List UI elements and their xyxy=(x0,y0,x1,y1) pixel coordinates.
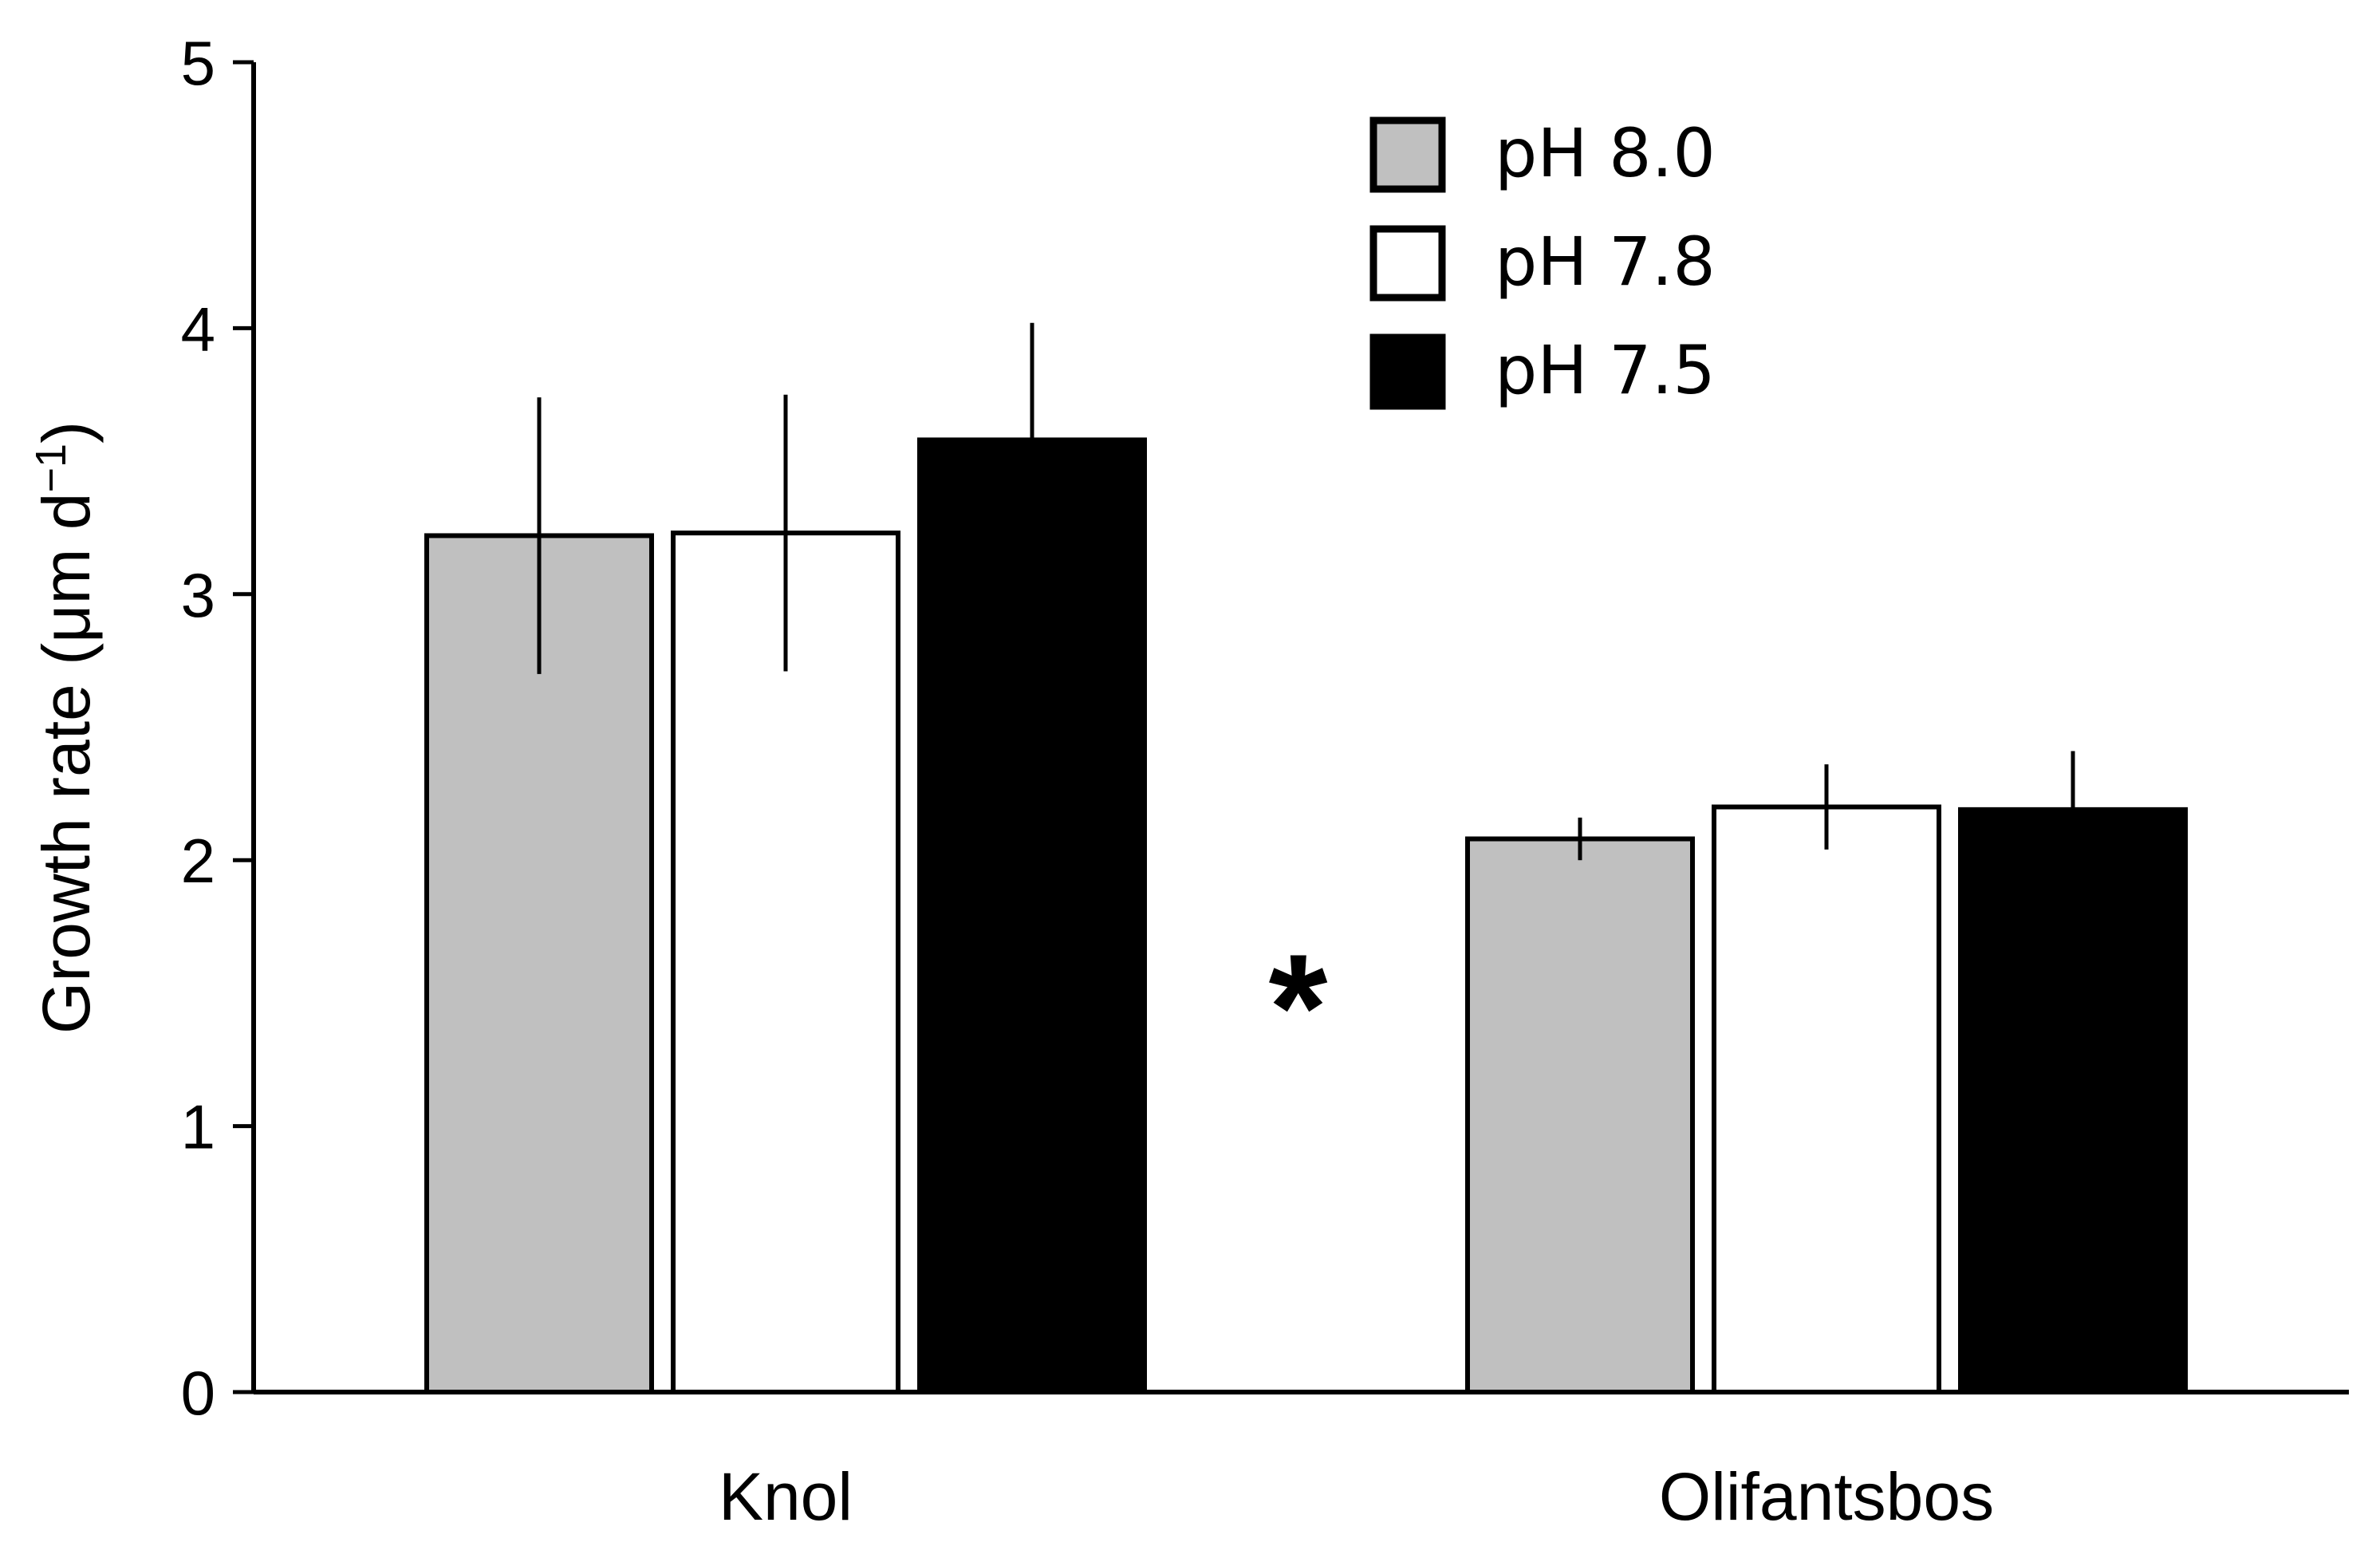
bars xyxy=(424,322,2188,1394)
legend-label-ph-8-0: pH 8.0 xyxy=(1495,114,1716,192)
x-tick-label-knol: Knol xyxy=(719,1459,853,1534)
y-tick-label-1: 1 xyxy=(181,1092,215,1162)
y-tick-label-2: 2 xyxy=(181,826,215,896)
bar-ph-7-8-knol xyxy=(671,531,900,1394)
legend-swatch-ph-8-0 xyxy=(1369,116,1446,193)
y-ticks: 0 1 2 3 4 5 xyxy=(181,28,254,1428)
legend-swatch-ph-7-5 xyxy=(1369,333,1446,410)
legend-swatch-ph-7-8 xyxy=(1369,225,1446,302)
bar-ph-7-8-olifantsbos xyxy=(1712,804,1941,1394)
y-axis-label-main: Growth rate (μm d xyxy=(29,493,104,1035)
annotations: * xyxy=(1269,923,1328,1092)
bar-ph-8-0-knol xyxy=(424,533,654,1394)
y-tick-label-0: 0 xyxy=(181,1358,215,1428)
y-axis-label-superscript: −1 xyxy=(27,444,75,493)
legend: pH 8.0 pH 7.8 pH 7.5 xyxy=(1369,114,1716,410)
y-axis-label-close: ) xyxy=(29,421,104,444)
x-tick-label-olifantsbos: Olifantsbos xyxy=(1659,1459,1994,1534)
bar-ph-7-5-olifantsbos xyxy=(1958,807,2188,1394)
bar-ph-7-5-knol xyxy=(917,437,1147,1394)
y-axis-label: Growth rate (μm d−1) xyxy=(27,421,104,1034)
y-tick-label-4: 4 xyxy=(181,294,215,364)
bar-ph-8-0-olifantsbos xyxy=(1465,836,1695,1394)
significance-asterisk: * xyxy=(1269,923,1328,1092)
y-tick-label-5: 5 xyxy=(181,28,215,98)
x-tick-labels: Knol Olifantsbos xyxy=(719,1459,1994,1534)
y-tick-label-3: 3 xyxy=(181,560,215,630)
legend-label-ph-7-5: pH 7.5 xyxy=(1495,331,1716,409)
legend-label-ph-7-8: pH 7.8 xyxy=(1495,223,1716,301)
